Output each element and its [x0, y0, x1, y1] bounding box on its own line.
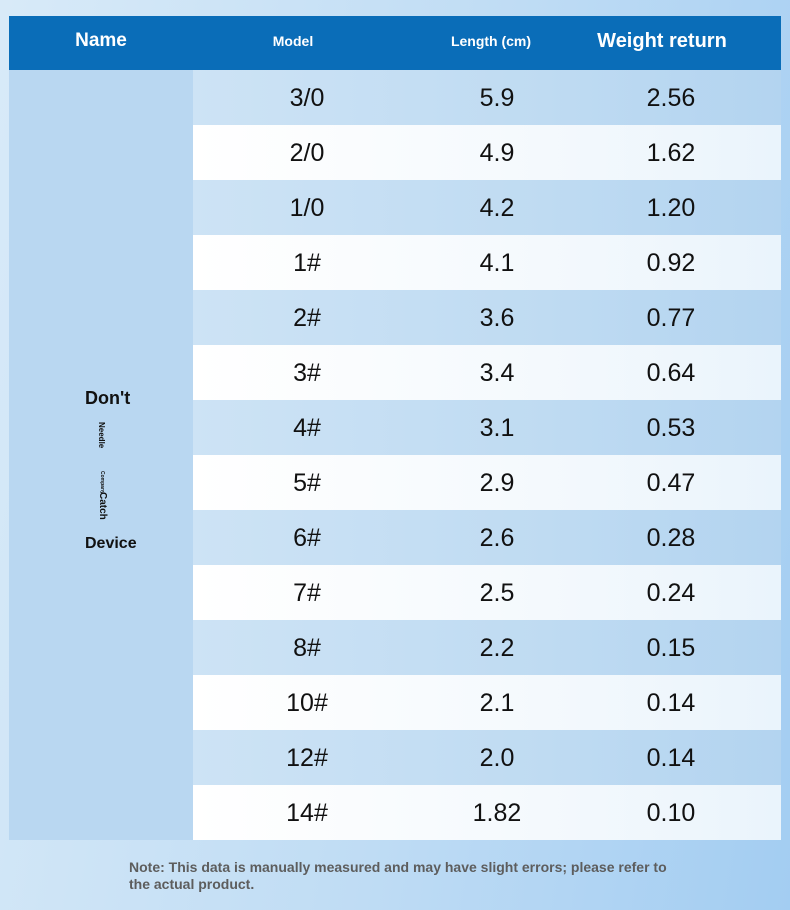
table-row: 4# 3.1 0.53	[193, 400, 781, 455]
cell-length: 2.9	[479, 469, 515, 497]
cell-length: 2.2	[479, 634, 515, 662]
table-row: 3# 3.4 0.64	[193, 345, 781, 400]
cell-length: 3.4	[479, 359, 515, 387]
cell-length: 4.9	[479, 139, 515, 167]
cell-length: 2.5	[479, 579, 515, 607]
name-company: Company	[99, 471, 105, 494]
cell-weight: 0.53	[646, 414, 696, 442]
cell-length: 3.6	[479, 304, 515, 332]
table-row: 12# 2.0 0.14	[193, 730, 781, 785]
cell-length: 5.9	[479, 84, 515, 112]
cell-model: 14#	[286, 799, 328, 827]
header-model: Model	[272, 33, 314, 49]
cell-weight: 0.15	[646, 634, 696, 662]
cell-weight: 0.14	[646, 689, 696, 717]
cell-weight: 0.10	[646, 799, 696, 827]
cell-weight: 2.56	[646, 84, 696, 112]
name-needle: Needle	[97, 422, 106, 449]
cell-length: 3.1	[479, 414, 515, 442]
cell-weight: 0.77	[646, 304, 696, 332]
cell-weight: 1.62	[646, 139, 696, 167]
cell-model: 1#	[293, 249, 321, 277]
cell-weight: 0.47	[646, 469, 696, 497]
cell-length: 4.2	[479, 194, 515, 222]
table-row: 7# 2.5 0.24	[193, 565, 781, 620]
cell-model: 4#	[293, 414, 321, 442]
cell-length: 4.1	[479, 249, 515, 277]
name-line-last: Device	[85, 535, 137, 552]
table-row: 14# 1.82 0.10	[193, 785, 781, 840]
header-length: Length (cm)	[450, 33, 532, 49]
name-line-1: Don't	[85, 388, 131, 408]
table-row: 2# 3.6 0.77	[193, 290, 781, 345]
cell-model: 2/0	[289, 139, 325, 167]
cell-length: 2.1	[479, 689, 515, 717]
table-row: 1/0 4.2 1.20	[193, 180, 781, 235]
table-body: 3/0 5.9 2.56 2/0 4.9 1.62 1/0 4.2 1.20 1# 4.1 0.92 2…	[193, 70, 781, 840]
table-header: Name Model Length (cm) Weight return	[9, 16, 781, 70]
table-row: 8# 2.2 0.15	[193, 620, 781, 675]
cell-model: 10#	[286, 689, 328, 717]
table-row: 1# 4.1 0.92	[193, 235, 781, 290]
cell-weight: 0.14	[646, 744, 696, 772]
table-row: 5# 2.9 0.47	[193, 455, 781, 510]
spec-table: Name Model Length (cm) Weight return Don…	[9, 16, 781, 840]
cell-weight: 1.20	[646, 194, 696, 222]
name-catch: Catch	[97, 492, 108, 520]
table-row: 3/0 5.9 2.56	[193, 70, 781, 125]
cell-length: 2.0	[479, 744, 515, 772]
cell-model: 1/0	[289, 194, 325, 222]
cell-weight: 0.64	[646, 359, 696, 387]
cell-model: 5#	[293, 469, 321, 497]
cell-length: 1.82	[472, 799, 522, 827]
header-weight: Weight return	[597, 30, 727, 52]
cell-model: 3#	[293, 359, 321, 387]
cell-weight: 0.28	[646, 524, 696, 552]
footnote: Note: This data is manually measured and…	[129, 859, 667, 892]
cell-length: 2.6	[479, 524, 515, 552]
table-row: 2/0 4.9 1.62	[193, 125, 781, 180]
cell-model: 2#	[293, 304, 321, 332]
header-name: Name	[75, 30, 127, 51]
cell-model: 7#	[293, 579, 321, 607]
table-row: 10# 2.1 0.14	[193, 675, 781, 730]
name-column: Don't Needle Company Catch Device	[9, 70, 193, 840]
cell-model: 8#	[293, 634, 321, 662]
cell-model: 12#	[286, 744, 328, 772]
cell-model: 6#	[293, 524, 321, 552]
cell-model: 3/0	[289, 84, 325, 112]
cell-weight: 0.92	[646, 249, 696, 277]
cell-weight: 0.24	[646, 579, 696, 607]
table-row: 6# 2.6 0.28	[193, 510, 781, 565]
